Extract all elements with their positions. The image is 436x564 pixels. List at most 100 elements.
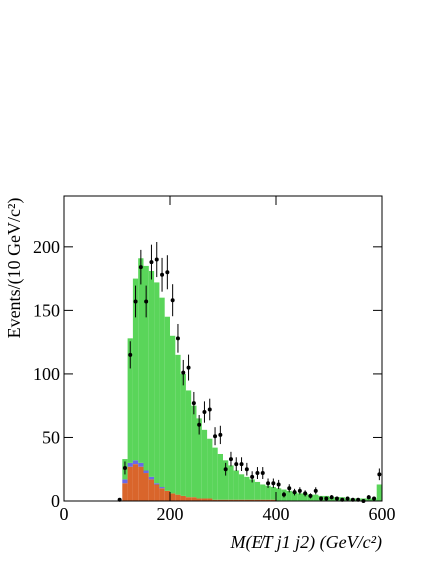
data-point xyxy=(324,496,329,501)
data-point xyxy=(144,299,149,304)
histogram-bar xyxy=(180,373,186,496)
histogram-bar xyxy=(270,487,276,500)
data-point xyxy=(138,265,143,270)
histogram-bar xyxy=(175,354,181,495)
data-point xyxy=(297,488,302,493)
data-point xyxy=(276,482,281,487)
data-point xyxy=(345,496,350,501)
histogram-bar xyxy=(196,418,202,499)
histogram-bar xyxy=(302,493,308,501)
data-point xyxy=(313,488,318,493)
data-point xyxy=(228,457,233,462)
data-point xyxy=(175,336,180,341)
histogram-bar xyxy=(212,447,218,500)
histogram-bar xyxy=(159,487,165,489)
histogram-bar xyxy=(291,492,298,501)
data-point xyxy=(207,407,212,412)
data-point xyxy=(287,486,292,491)
histogram-bar xyxy=(297,493,303,501)
histogram-bar xyxy=(217,453,223,500)
histogram-bar xyxy=(276,488,282,501)
y-tick-label: 0 xyxy=(51,491,60,511)
histogram-bar xyxy=(148,270,155,477)
histogram-bar xyxy=(212,499,218,501)
histogram-bar xyxy=(244,499,250,501)
x-tick-label: 400 xyxy=(263,504,290,524)
histogram-bar xyxy=(201,498,208,501)
histogram-bar xyxy=(122,479,128,484)
histogram-bar xyxy=(223,460,229,500)
histogram-bar xyxy=(249,479,255,500)
histogram-bar xyxy=(223,499,229,501)
histogram-bar xyxy=(170,493,176,501)
histogram-bar xyxy=(196,498,202,501)
histogram-bar xyxy=(164,490,170,501)
histogram-bar xyxy=(233,470,239,500)
data-point xyxy=(281,492,286,497)
data-point xyxy=(250,474,255,479)
histogram-bar xyxy=(127,338,133,463)
histogram-bar xyxy=(313,494,319,501)
data-point xyxy=(154,257,159,262)
histogram-bar xyxy=(260,499,266,501)
data-point xyxy=(377,472,382,477)
frame xyxy=(63,195,383,502)
histogram-bar xyxy=(265,485,271,500)
histogram-bar xyxy=(238,499,245,501)
histogram-bar xyxy=(170,335,176,494)
data-point xyxy=(334,496,339,501)
histogram-bar xyxy=(143,473,149,501)
histogram-bar xyxy=(366,498,372,501)
data-point xyxy=(244,467,249,472)
histogram-bar xyxy=(122,483,128,501)
data-point xyxy=(255,471,260,476)
data-point xyxy=(292,490,297,495)
histogram-bar xyxy=(132,464,139,501)
histogram-bar xyxy=(164,316,170,491)
histogram-bar xyxy=(265,499,271,501)
histogram-bar xyxy=(286,490,292,501)
data-point xyxy=(218,432,223,437)
y-axis-label: Events/(10 GeV/c²) xyxy=(4,198,25,339)
histogram-bar xyxy=(270,499,276,501)
histogram-bar xyxy=(238,474,245,500)
data-point xyxy=(181,370,186,375)
plot-area xyxy=(117,242,382,503)
histogram-bar xyxy=(244,476,250,500)
data-point xyxy=(234,462,239,467)
data-point xyxy=(122,465,127,470)
histogram-bar xyxy=(148,479,155,501)
histogram-bar xyxy=(233,499,239,501)
histogram-bar xyxy=(159,488,165,501)
data-point xyxy=(170,298,175,303)
histogram-bar xyxy=(254,481,261,500)
histogram-bar xyxy=(217,499,223,501)
data-point xyxy=(319,496,324,501)
data-point xyxy=(133,299,138,304)
data-point xyxy=(160,272,165,277)
y-tick-label: 50 xyxy=(42,427,60,447)
histogram-bar xyxy=(127,462,133,467)
data-point xyxy=(202,410,207,415)
data-point xyxy=(308,493,313,498)
data-point xyxy=(372,496,377,501)
histogram-bar xyxy=(159,297,165,488)
histogram-bar xyxy=(191,497,197,501)
histogram-bar xyxy=(143,470,149,474)
histogram-bar xyxy=(180,495,186,501)
histogram-bar xyxy=(254,499,261,501)
histogram-bar xyxy=(138,466,144,501)
data-point xyxy=(271,481,276,486)
x-tick-label: 200 xyxy=(157,504,184,524)
histogram-bar xyxy=(143,265,149,471)
histogram-bar xyxy=(148,476,155,480)
x-tick-label: 600 xyxy=(369,504,396,524)
histogram-bar xyxy=(138,258,144,463)
data-point xyxy=(260,471,265,476)
data-point xyxy=(186,365,191,370)
data-point xyxy=(165,270,170,275)
data-point xyxy=(149,260,154,265)
histogram-bar xyxy=(185,497,192,501)
histogram-bar xyxy=(127,466,133,501)
